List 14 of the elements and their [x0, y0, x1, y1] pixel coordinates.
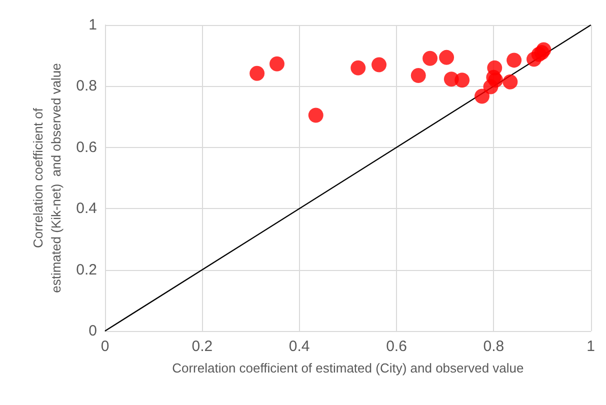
- x-tick-label: 0.8: [483, 338, 504, 355]
- y-tick-label: 0.4: [76, 200, 97, 218]
- x-tick-label: 0.4: [288, 338, 310, 355]
- y-tick-label: 0: [88, 322, 97, 340]
- x-axis-title: Correlation coefficient of estimated (City) and observed value: [172, 360, 524, 376]
- y-axis-title: Correlation coefficient of estimated (Kik-net) and observed value: [30, 63, 64, 293]
- x-tick-label: 0.2: [192, 338, 213, 355]
- x-tick-label: 0: [100, 338, 110, 355]
- x-tick-label: 1: [586, 338, 595, 355]
- x-tick-label: 0.6: [386, 338, 407, 355]
- y-tick-label: 0.2: [76, 261, 97, 278]
- y-tick-label: 1: [88, 16, 97, 34]
- y-tick-label: 0.6: [76, 138, 97, 156]
- y-tick-label: 0.8: [76, 78, 97, 95]
